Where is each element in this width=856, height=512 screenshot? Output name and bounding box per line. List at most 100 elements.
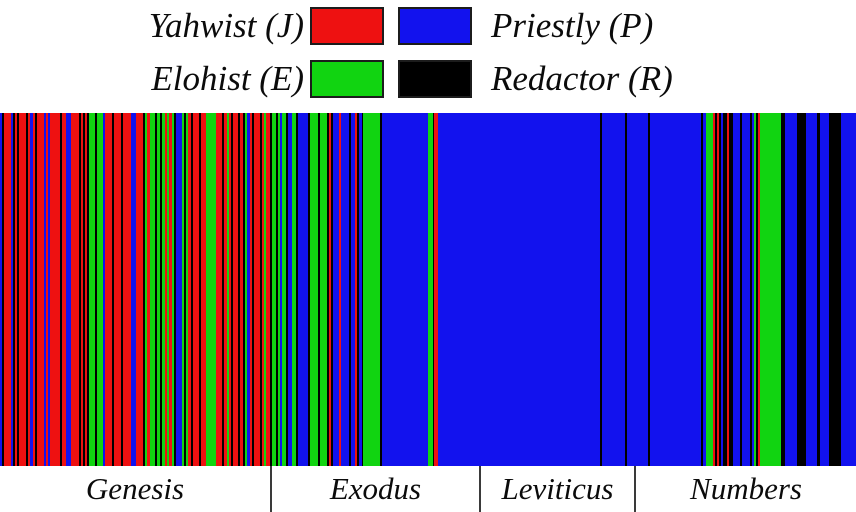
stripe-segment-R	[95, 113, 97, 466]
stripe-segment-R	[433, 113, 434, 466]
stripe-segment-E	[760, 113, 781, 466]
book-label-genesis: Genesis	[85, 471, 185, 506]
stripe-segment-J	[727, 113, 729, 466]
stripe-segment-E	[320, 113, 327, 466]
stripe-segment-R	[174, 113, 176, 466]
stripe-segment-P	[176, 113, 182, 466]
stripe-segment-P	[359, 113, 362, 466]
stripe-segment-R	[723, 113, 727, 466]
legend-row-2: Elohist (E) Redactor (R)	[0, 58, 856, 100]
stripe-segment-R	[231, 113, 233, 466]
book-label-exodus: Exodus	[270, 466, 479, 512]
stripe-segment-E	[145, 113, 147, 466]
stripe-segment-R	[160, 113, 162, 466]
stripe-segment-P	[627, 113, 634, 466]
stripe-segment-E	[97, 113, 103, 466]
stripe-segment-E	[278, 113, 280, 466]
stripe-segment-E	[182, 113, 184, 466]
stripe-segment-P	[11, 113, 13, 466]
stripe-segment-J	[62, 113, 66, 466]
stripe-segment-R	[817, 113, 820, 466]
stripe-segment-R	[17, 113, 19, 466]
stripe-segment-R	[13, 113, 15, 466]
stripe-segment-J	[224, 113, 227, 466]
stripe-segment-E	[167, 113, 169, 466]
stripe-segment-J	[717, 113, 719, 466]
priestly-color-swatch	[398, 7, 472, 45]
stripe-segment-J	[33, 113, 35, 466]
stripe-segment-J	[71, 113, 79, 466]
stripe-segment-R	[79, 113, 81, 466]
stripe-segment-R	[276, 113, 278, 466]
stripe-segment-J	[37, 113, 44, 466]
stripe-segment-J	[216, 113, 222, 466]
stripe-segment-P	[341, 113, 349, 466]
stripe-segment-R	[750, 113, 752, 466]
stripe-segment-R	[797, 113, 806, 466]
stripe-segment-J	[188, 113, 191, 466]
stripe-segment-J	[758, 113, 760, 466]
stripe-segment-E	[706, 113, 713, 466]
stripe-segment-R	[222, 113, 224, 466]
stripe-segment-J	[147, 113, 150, 466]
stripe-segment-P	[288, 113, 292, 466]
legend-label-elohist: Elohist (E)	[151, 59, 304, 98]
stripe-segment-R	[648, 113, 650, 466]
stripe-segment-R	[286, 113, 288, 466]
stripe-segment-J	[229, 113, 231, 466]
stripe-segment-P	[382, 113, 428, 466]
stripe-segment-J	[254, 113, 260, 466]
stripe-segment-R	[729, 113, 733, 466]
stripe-segment-R	[331, 113, 333, 466]
stripe-segment-R	[83, 113, 85, 466]
stripe-segment-R	[243, 113, 245, 466]
stripe-segment-J	[339, 113, 341, 466]
stripe-segment-J	[434, 113, 438, 466]
stripe-segment-E	[206, 113, 216, 466]
stripe-segment-P	[333, 113, 339, 466]
stripe-segment-R	[296, 113, 298, 466]
stripe-segment-P	[351, 113, 355, 466]
legend-label-yahwist: Yahwist (J)	[148, 6, 304, 45]
stripe-segment-R	[199, 113, 201, 466]
stripe-segment-R	[357, 113, 359, 466]
legend: Yahwist (J) Priestly (P) Elohist (E) Red…	[0, 5, 856, 111]
stripe-segment-R	[252, 113, 254, 466]
stripe-segment-R	[184, 113, 186, 466]
stripe-segment-E	[150, 113, 155, 466]
stripe-segment-P	[806, 113, 817, 466]
stripe-segment-J	[250, 113, 252, 466]
stripe-segment-P	[841, 113, 856, 466]
stripe-segment-E	[162, 113, 165, 466]
stripe-segment-E	[186, 113, 188, 466]
stripe-segment-P	[733, 113, 740, 466]
yahwist-color-swatch	[310, 7, 384, 45]
stripe-segment-J	[169, 113, 172, 466]
stripe-segment-P	[438, 113, 479, 466]
stripe-segment-P	[298, 113, 308, 466]
stripe-segment-P	[131, 113, 136, 466]
legend-label-redactor: Redactor (R)	[491, 59, 673, 98]
stripe-segment-E	[227, 113, 229, 466]
stripe-segment-J	[266, 113, 270, 466]
stripe-segment-R	[191, 113, 193, 466]
legend-row-1: Yahwist (J) Priestly (P)	[0, 5, 856, 47]
book-label-leviticus: Leviticus	[479, 466, 634, 512]
stripe-segment-R	[740, 113, 742, 466]
stripe-segment-P	[66, 113, 71, 466]
stripe-segment-E	[245, 113, 247, 466]
stripe-segment-P	[479, 113, 600, 466]
stripe-segment-R	[143, 113, 145, 466]
book-axis: Genesis Exodus Leviticus Numbers	[0, 466, 856, 512]
stripe-segment-J	[201, 113, 206, 466]
stripe-segment-E	[272, 113, 276, 466]
stripe-segment-P	[820, 113, 829, 466]
stripe-segment-R	[781, 113, 785, 466]
stripe-segment-R	[719, 113, 721, 466]
stripe-segment-J	[105, 113, 112, 466]
stripe-segment-R	[380, 113, 382, 466]
stripe-segment-E	[172, 113, 174, 466]
stripe-segment-J	[233, 113, 238, 466]
stripe-segment-J	[193, 113, 199, 466]
stripe-segment-P	[650, 113, 701, 466]
